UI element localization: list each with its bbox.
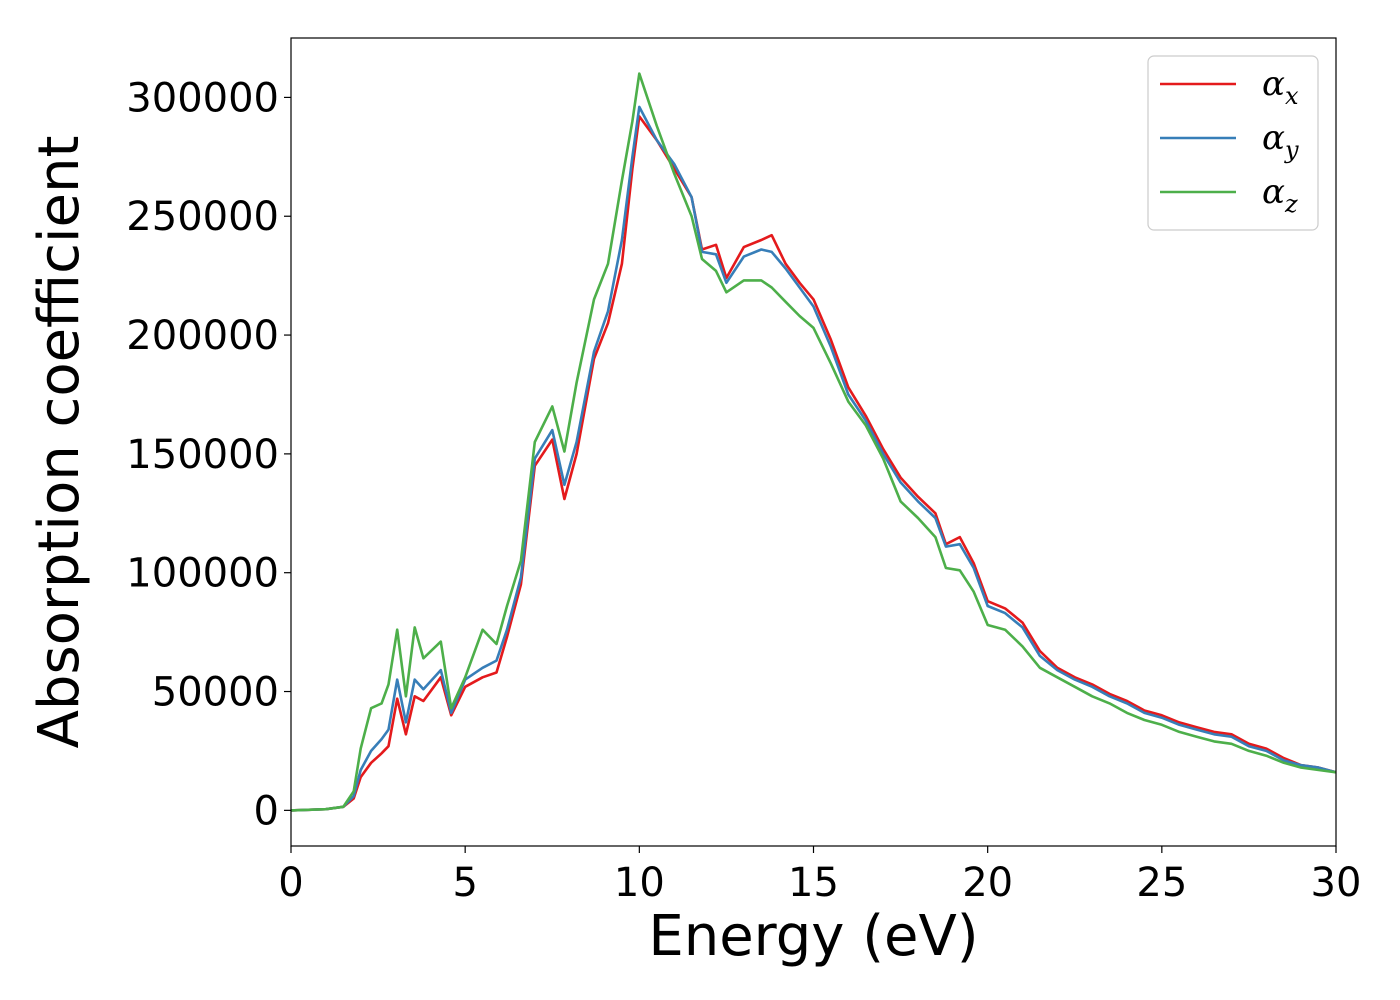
- y-tick-label: 300000: [126, 75, 279, 121]
- x-axis-label: Energy (eV): [648, 904, 978, 969]
- x-tick-label: 30: [1311, 860, 1362, 906]
- x-tick-label: 25: [1136, 860, 1187, 906]
- series-layer: [290, 72, 1337, 812]
- y-tick-label: 0: [254, 788, 279, 834]
- series-line-y: [290, 105, 1337, 812]
- y-axis-ticks: 0 50000 100000 150000 200000 250000 300000: [126, 75, 291, 834]
- y-axis-label: Absorption coefficient: [27, 136, 92, 749]
- y-tick-label: 150000: [126, 432, 279, 478]
- x-tick-label: 0: [278, 860, 303, 906]
- series-line-x: [290, 115, 1337, 812]
- x-tick-label: 15: [788, 860, 839, 906]
- y-tick-label: 100000: [126, 551, 279, 597]
- x-tick-label: 5: [452, 860, 477, 906]
- x-tick-label: 20: [962, 860, 1013, 906]
- y-tick-label: 50000: [152, 670, 279, 716]
- series-line-z: [290, 72, 1337, 812]
- y-tick-label: 250000: [126, 194, 279, 240]
- x-tick-label: 10: [614, 860, 665, 906]
- y-tick-label: 200000: [126, 313, 279, 359]
- x-axis-ticks: 0 5 10 15 20 25 30: [278, 846, 1361, 906]
- legend-frame: [1147, 55, 1319, 231]
